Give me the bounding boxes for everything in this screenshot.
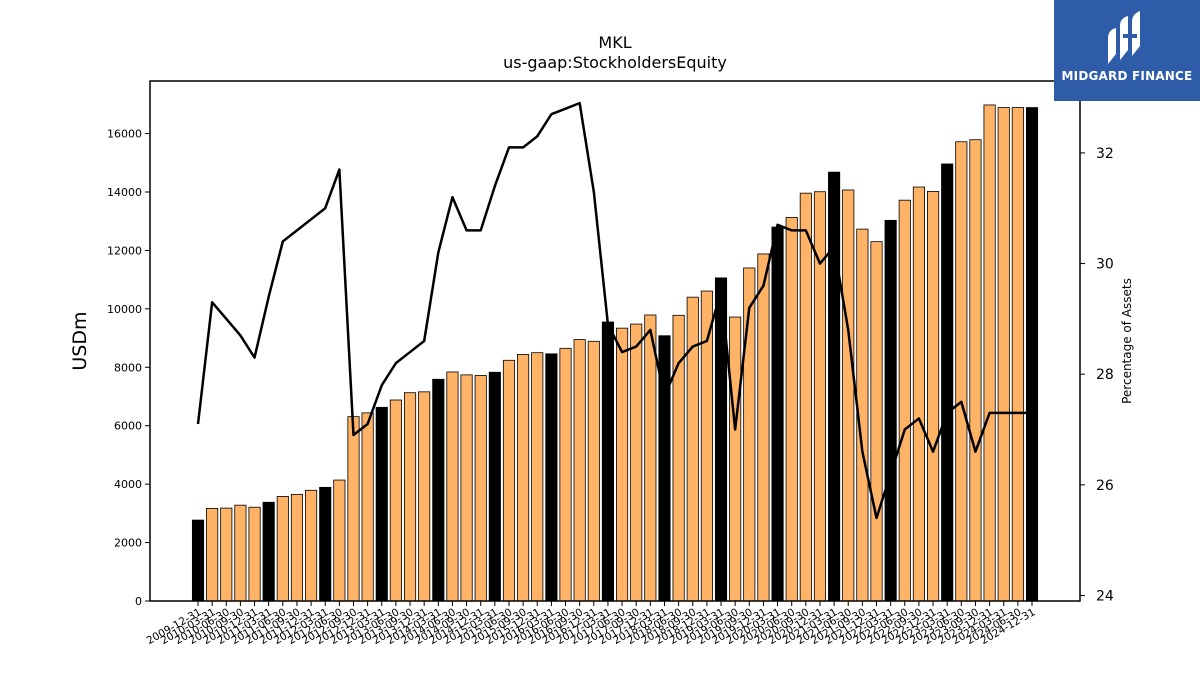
bar-2023-09-30 (969, 139, 982, 602)
y2-tick-label: 26 (1096, 478, 1114, 494)
bar-2010-09-30 (234, 504, 247, 602)
bar-2024-06-30 (1011, 107, 1024, 602)
bar-2010-03-31 (206, 507, 219, 602)
bar-2010-12-31 (248, 506, 261, 602)
bar-2017-06-30 (616, 327, 629, 602)
bar-2016-06-30 (559, 347, 572, 602)
bar-2024-03-31 (997, 107, 1010, 602)
y2-tick-label: 28 (1096, 367, 1114, 383)
bar-2013-03-31 (375, 406, 388, 602)
bar-2021-03-31 (828, 171, 841, 602)
y-axis-left: 0 2000 4000 6000 8000 10000 12000 14000 16000 (107, 128, 150, 608)
chart-title: MKL (598, 33, 631, 52)
bar-2011-03-31 (262, 501, 275, 602)
bar-2022-03-31 (884, 219, 897, 602)
y-tick-label: 2000 (114, 537, 142, 550)
bar-2020-06-30 (785, 217, 798, 602)
bar-2013-12-31 (418, 391, 431, 602)
bar-2012-06-30 (333, 479, 346, 602)
y2-axis-label: Percentage of Assets (1120, 278, 1134, 404)
bar-2023-06-30 (955, 141, 968, 602)
bar-2017-12-31 (644, 314, 657, 602)
bar-2023-12-31 (983, 104, 996, 602)
bar-2021-12-31 (870, 241, 883, 602)
bar-2022-06-30 (898, 199, 911, 602)
y-tick-label: 14000 (107, 186, 142, 199)
bar-2010-06-30 (220, 507, 233, 602)
y-tick-label: 4000 (114, 478, 142, 491)
percentage-line-series (196, 101, 1032, 520)
bar-2018-09-30 (686, 296, 699, 602)
brand-name: MIDGARD FINANCE (1061, 69, 1193, 83)
bar-2014-06-30 (446, 371, 459, 602)
bar-2019-06-30 (729, 316, 742, 602)
brand-logo: MIDGARD FINANCE (1054, 0, 1200, 101)
bar-2023-03-31 (941, 163, 954, 602)
bar-2011-12-31 (305, 489, 318, 602)
bar-2017-03-31 (601, 321, 614, 602)
bar-2014-12-31 (474, 375, 487, 602)
bar-2011-06-30 (276, 496, 289, 602)
bar-2020-09-30 (799, 192, 812, 602)
bar-2022-09-30 (912, 186, 925, 602)
plot-frame (149, 80, 1081, 602)
bar-2016-12-31 (587, 340, 600, 602)
bar-2015-06-30 (502, 359, 516, 602)
y2-tick-label: 32 (1096, 146, 1114, 162)
bar-2012-12-31 (361, 412, 374, 602)
bar-2013-06-30 (389, 399, 402, 602)
bar-2015-12-31 (531, 352, 544, 602)
y-axis-right: 24 26 28 30 32 (1080, 146, 1114, 604)
bar-2019-12-31 (757, 253, 770, 602)
x-axis: 2009-12-312010-03-312010-06-302010-09-30… (145, 601, 1038, 647)
y2-tick-label: 30 (1096, 257, 1114, 273)
bar-2011-09-30 (290, 493, 304, 602)
bar-2014-09-30 (460, 374, 473, 602)
y-tick-label: 10000 (107, 303, 142, 316)
midgard-logo-icon (1108, 11, 1140, 64)
y-tick-label: 16000 (107, 128, 142, 141)
bar-2015-09-30 (517, 354, 530, 602)
y-tick-label: 6000 (114, 420, 142, 433)
bar-2021-06-30 (842, 189, 855, 602)
bar-2012-09-30 (347, 416, 360, 602)
bar-2022-12-31 (927, 191, 940, 602)
percentage-of-assets-line (196, 101, 1032, 520)
y-tick-label: 0 (135, 595, 142, 608)
bar-2016-03-31 (545, 353, 558, 602)
bar-2024-12-31 (1025, 107, 1039, 602)
bar-2016-09-30 (573, 339, 586, 602)
bar-series (191, 104, 1039, 602)
chart-subtitle: us-gaap:StockholdersEquity (503, 53, 727, 72)
bar-2015-03-31 (488, 371, 501, 602)
bar-2009-12-31 (191, 519, 205, 602)
bar-2012-03-31 (319, 486, 332, 602)
y-tick-label: 12000 (107, 244, 142, 257)
bar-2013-09-30 (403, 392, 417, 602)
bar-2020-03-31 (771, 226, 784, 602)
y-tick-label: 8000 (114, 361, 142, 374)
bar-2014-03-31 (432, 378, 445, 602)
y-axis-label: USDm (69, 311, 91, 370)
bar-2017-09-30 (630, 323, 643, 602)
y2-tick-label: 24 (1096, 588, 1114, 604)
